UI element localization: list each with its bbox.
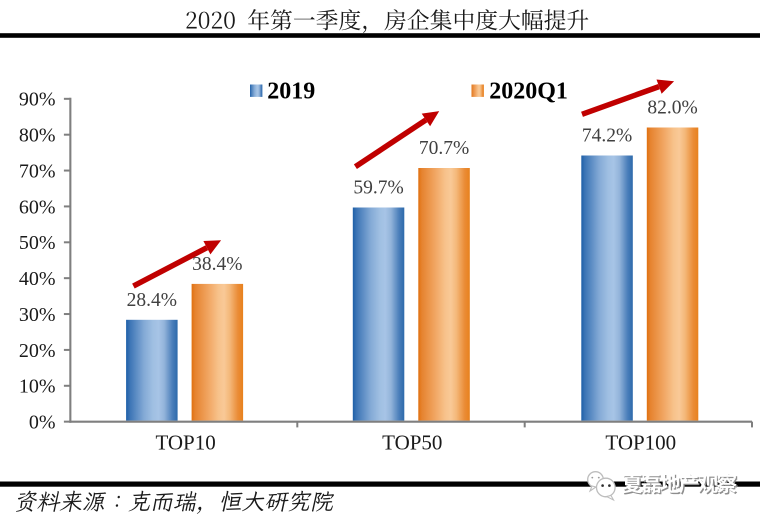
svg-text:70.7%: 70.7% xyxy=(419,138,469,159)
svg-text:70%: 70% xyxy=(19,161,56,183)
svg-text:20%: 20% xyxy=(19,340,56,362)
svg-text:TOP50: TOP50 xyxy=(382,431,442,455)
svg-text:74.2%: 74.2% xyxy=(582,126,632,147)
svg-text:0%: 0% xyxy=(29,412,56,434)
svg-text:38.4%: 38.4% xyxy=(192,254,242,275)
svg-text:2019: 2019 xyxy=(267,79,315,105)
svg-text:40%: 40% xyxy=(19,268,56,290)
svg-text:80%: 80% xyxy=(19,125,56,147)
svg-text:30%: 30% xyxy=(19,304,56,326)
svg-text:82.0%: 82.0% xyxy=(647,98,697,119)
svg-text:59.7%: 59.7% xyxy=(353,178,403,199)
svg-text:60%: 60% xyxy=(19,196,56,218)
svg-text:50%: 50% xyxy=(19,232,56,254)
svg-text:TOP10: TOP10 xyxy=(155,431,215,455)
svg-text:2020Q1: 2020Q1 xyxy=(489,79,568,105)
svg-text:10%: 10% xyxy=(19,376,56,398)
svg-text:90%: 90% xyxy=(19,89,56,111)
svg-text:28.4%: 28.4% xyxy=(127,290,177,311)
svg-text:TOP100: TOP100 xyxy=(605,431,676,455)
